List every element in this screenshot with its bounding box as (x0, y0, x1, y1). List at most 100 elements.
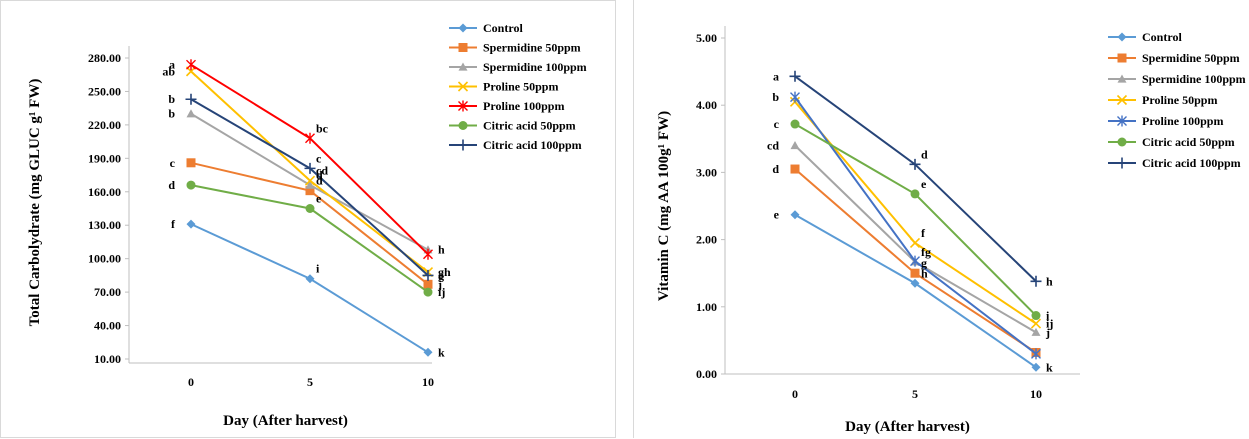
x-tick-label: 0 (188, 375, 194, 389)
legend-marker (458, 62, 468, 71)
legend-label: Proline 50ppm (1142, 93, 1217, 107)
legend-marker (1117, 115, 1127, 127)
x-tick-label: 0 (792, 387, 798, 401)
significance-label: c (316, 151, 322, 165)
legend: Control Spermidine 50ppm Spermidine 100ppm… (1108, 30, 1246, 170)
series-line (794, 144, 1037, 334)
y-tick-label: 70.00 (94, 285, 121, 299)
data-point (423, 287, 433, 297)
significance-label: c (170, 156, 176, 170)
significance-label: d (168, 178, 175, 192)
data-point (304, 162, 316, 174)
series-spermidine-50ppm (186, 158, 433, 289)
y-axis-title: Total Carbolydrate (mg GLUC g¹ FW) (27, 79, 43, 327)
legend-marker (1117, 53, 1127, 63)
significance-label: b (772, 90, 779, 104)
vitamin-c-chart: 0.00 1.00 2.00 3.00 4.00 5.00 0 5 10 Day (After h… (656, 26, 1246, 435)
significance-label: e (774, 208, 780, 222)
legend-label: Spermidine 50ppm (1142, 51, 1240, 65)
significance-label: h (438, 243, 445, 257)
data-point (910, 278, 920, 288)
series-proline-100ppm (186, 59, 433, 260)
significance-label: fg (921, 245, 931, 259)
vitamin-c-chart-panel: 0.00 1.00 2.00 3.00 4.00 5.00 0 5 10 Day (After h… (633, 0, 1249, 438)
y-tick-label: 160.00 (88, 185, 121, 199)
data-point (305, 132, 315, 144)
y-tick-label: 100.00 (88, 252, 121, 266)
series-spermidine-100ppm (790, 141, 1041, 336)
y-tick-label: 10.00 (94, 352, 121, 366)
y-tick-label: 3.00 (696, 165, 717, 179)
data-point (1031, 311, 1041, 321)
legend-label: Spermidine 100ppm (483, 60, 587, 74)
significance-label: i (1046, 309, 1050, 323)
x-tick-label: 10 (1030, 387, 1042, 401)
significance-label: e (921, 177, 927, 191)
data-point (423, 347, 433, 357)
y-tick-label: 0.00 (696, 367, 717, 381)
legend-marker (457, 81, 469, 92)
data-point (789, 70, 801, 82)
legend-marker (1117, 32, 1127, 42)
significance-label: cd (316, 164, 328, 178)
legend-label: Citric acid 50ppm (1142, 135, 1235, 149)
significance-label: g (921, 256, 927, 270)
y-tick-label: 40.00 (94, 319, 121, 333)
data-point (790, 141, 800, 150)
significance-label: f (921, 226, 926, 240)
significance-label: a (773, 69, 779, 83)
significance-label: k (438, 345, 445, 359)
legend-label: Proline 100ppm (1142, 114, 1223, 128)
data-point (186, 109, 196, 118)
y-tick-label: 130.00 (88, 218, 121, 232)
data-point (305, 186, 315, 196)
legend-marker (458, 121, 468, 130)
data-point (186, 219, 196, 229)
legend-marker (1117, 137, 1127, 147)
data-point (1030, 318, 1042, 329)
data-point (910, 268, 920, 278)
data-point (790, 91, 800, 103)
data-point (305, 204, 315, 213)
data-point (790, 119, 800, 129)
carbohydrate-chart-panel: 10.00 40.00 70.00 100.00 130.00 160.00 190.00 2… (0, 0, 616, 438)
y-tick-label: 220.00 (88, 118, 121, 132)
legend-label: Proline 100ppm (483, 99, 564, 113)
x-tick-label: 5 (307, 375, 313, 389)
legend-marker (1117, 74, 1127, 83)
significance-label: j (1045, 325, 1050, 339)
data-point (910, 189, 920, 199)
data-point (186, 158, 196, 168)
data-point (1030, 275, 1042, 287)
significance-label: h (1046, 274, 1053, 288)
significance-label: bc (316, 121, 329, 135)
significance-label: ij (438, 285, 445, 299)
x-tick-label: 10 (422, 375, 434, 389)
series-line (190, 63, 429, 255)
data-point (423, 248, 433, 260)
x-tick-label: 5 (912, 387, 918, 401)
series-proline-100ppm (790, 91, 1041, 360)
significance-label: b (168, 92, 175, 106)
legend-marker (458, 100, 468, 112)
data-point (305, 180, 315, 189)
y-tick-label: 1.00 (696, 300, 717, 314)
significance-label: k (1046, 360, 1053, 374)
significance-label: cd (767, 139, 779, 153)
series-line (794, 101, 1037, 325)
y-tick-label: 190.00 (88, 151, 121, 165)
data-point (790, 210, 800, 220)
series-proline-50ppm (789, 96, 1042, 329)
data-point (909, 237, 921, 249)
y-tick-label: 250.00 (88, 84, 121, 98)
legend-label: Proline 50ppm (483, 80, 558, 94)
significance-label: j (437, 277, 442, 291)
legend-label: Spermidine 50ppm (483, 41, 581, 55)
significance-label: b (168, 107, 175, 121)
y-tick-label: 5.00 (696, 31, 717, 45)
y-tick-label: 280.00 (88, 51, 121, 65)
data-point (910, 255, 920, 267)
significance-label: i (316, 262, 320, 276)
significance-label: c (774, 117, 780, 131)
legend-label: Citric acid 50ppm (483, 119, 576, 133)
